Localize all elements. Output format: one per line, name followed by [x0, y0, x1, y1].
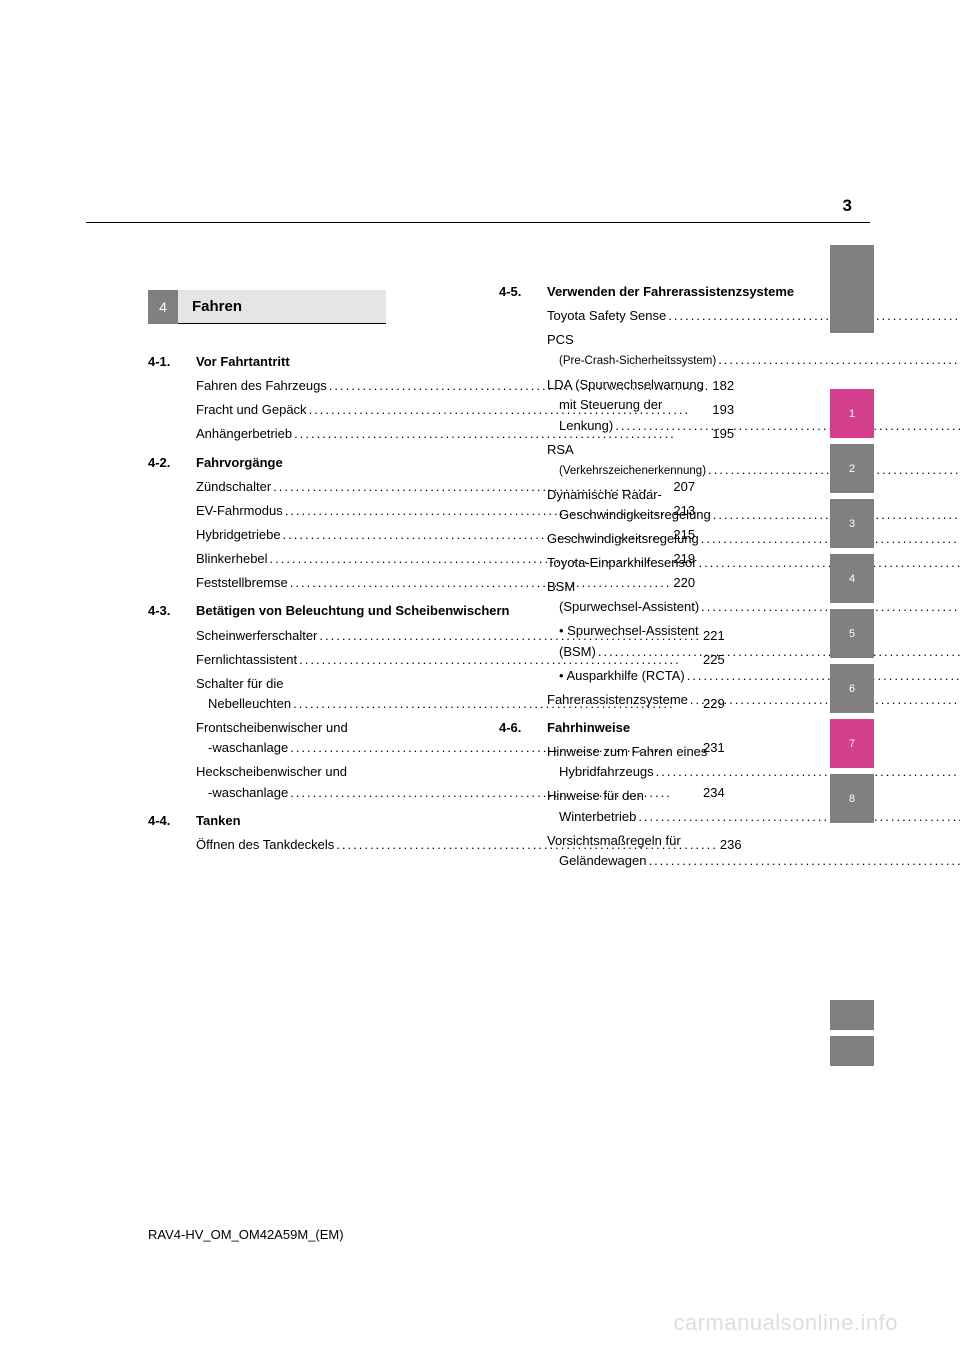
- toc-entry-line: Geschwindigkeitsregelung................…: [547, 505, 960, 525]
- toc-entry-line: (Verkehrszeichenerkennung)..............…: [547, 460, 960, 481]
- toc-entry: Dynamische Radar-Geschwindigkeitsregelun…: [547, 485, 960, 525]
- chapter-tab-header-block: [830, 245, 874, 333]
- chapter-tab: 7: [830, 719, 874, 768]
- toc-entry-line: BSM: [547, 577, 960, 597]
- chapter-tab: 8: [830, 774, 874, 823]
- toc-entry: Hinweise für denWinterbetrieb...........…: [547, 786, 960, 826]
- toc-entry-line: Hinweise für den: [547, 786, 960, 806]
- toc-entry: Geschwindigkeitsregelung................…: [547, 529, 960, 549]
- toc-entry-line: Fahrerassistenzsysteme..................…: [547, 690, 960, 710]
- chapter-tab: 4: [830, 554, 874, 603]
- top-rule: [86, 222, 870, 223]
- chapter-tab-empty: [830, 1036, 874, 1066]
- toc-entry-line: Vorsichtsmaßregeln für: [547, 831, 960, 851]
- toc-section-title: Verwenden der Fahrerassistenzsysteme: [547, 282, 960, 302]
- toc-section-id: 4-3.: [148, 601, 196, 806]
- toc-entry-line: (Spurwechsel-Assistent).................…: [547, 597, 960, 617]
- section-tab-title: Fahren: [178, 290, 386, 324]
- toc-section-body: Verwenden der Fahrerassistenzsysteme Toyo…: [547, 282, 960, 714]
- toc-entry-line: (BSM)...................................…: [547, 642, 960, 662]
- section-tab: 4 Fahren: [148, 290, 386, 324]
- toc-entry-line: (Pre-Crash-Sicherheitssystem)...........…: [547, 350, 960, 371]
- toc-entry-line: • Spurwechsel-Assistent: [547, 621, 960, 641]
- toc-entry-line: Geländewagen............................…: [547, 851, 960, 871]
- chapter-tab: 3: [830, 499, 874, 548]
- toc-right-column: 4-5.Verwenden der Fahrerassistenzsysteme…: [499, 352, 834, 879]
- toc-section: 4-6.FahrhinweiseHinweise zum Fahren eine…: [499, 718, 834, 875]
- chapter-tab-empty: [830, 1000, 874, 1030]
- toc-section-id: 4-6.: [499, 718, 547, 875]
- toc-entry-line: Lenkung)................................…: [547, 416, 960, 436]
- toc-entry-line: RSA: [547, 440, 960, 460]
- toc-section: 4-2.FahrvorgängeZündschalter............…: [148, 453, 483, 598]
- chapter-tab: 2: [830, 444, 874, 493]
- toc-entry: • Spurwechsel-Assistent(BSM)............…: [547, 621, 960, 661]
- chapter-tabs-bottom: [830, 1000, 874, 1072]
- toc-entry: Toyota-Einparkhilfesensor...............…: [547, 553, 960, 573]
- toc-section-id: 4-5.: [499, 282, 547, 714]
- toc-columns: 4-1.Vor FahrtantrittFahren des Fahrzeugs…: [148, 352, 818, 879]
- toc-entry: Vorsichtsmaßregeln fürGeländewagen......…: [547, 831, 960, 871]
- toc-entry: • Ausparkhilfe (RCTA)...................…: [547, 666, 960, 686]
- toc-entry: Fahrerassistenzsysteme..................…: [547, 690, 960, 710]
- toc-section-id: 4-1.: [148, 352, 196, 449]
- toc-section-id: 4-4.: [148, 811, 196, 859]
- toc-entry-line: Toyota Safety Sense.....................…: [547, 306, 960, 326]
- toc-entry: RSA(Verkehrszeichenerkennung)...........…: [547, 440, 960, 481]
- toc-left-column: 4-1.Vor FahrtantrittFahren des Fahrzeugs…: [148, 352, 483, 879]
- toc-entry-line: • Ausparkhilfe (RCTA)...................…: [547, 666, 960, 686]
- section-tab-number: 4: [148, 290, 178, 324]
- chapter-tabs: 1 2 3 4 5 6 7 8: [830, 245, 874, 829]
- chapter-tab: 5: [830, 609, 874, 658]
- toc-section-id: 4-2.: [148, 453, 196, 598]
- watermark: carmanualsonline.info: [673, 1310, 898, 1336]
- toc-entry-line: Toyota-Einparkhilfesensor...............…: [547, 553, 960, 573]
- toc-entry-line: Dynamische Radar-: [547, 485, 960, 505]
- toc-section: 4-5.Verwenden der Fahrerassistenzsysteme…: [499, 282, 834, 714]
- toc-entry-line: Winterbetrieb...........................…: [547, 807, 960, 827]
- toc-entry-line: mit Steuerung der: [547, 395, 960, 415]
- toc-section: 4-4.TankenÖffnen des Tankdeckels........…: [148, 811, 483, 859]
- toc-entry: Hinweise zum Fahren einesHybridfahrzeugs…: [547, 742, 960, 782]
- toc-entry-line: PCS: [547, 330, 960, 350]
- page-number: 3: [843, 196, 852, 216]
- toc-section: 4-3.Betätigen von Beleuchtung und Scheib…: [148, 601, 483, 806]
- footer-document-code: RAV4-HV_OM_OM42A59M_(EM): [148, 1227, 344, 1242]
- toc-entry: LDA (Spurwechselwarnungmit Steuerung der…: [547, 375, 960, 435]
- toc-entry-line: LDA (Spurwechselwarnung: [547, 375, 960, 395]
- toc-entry-line: Hybridfahrzeugs.........................…: [547, 762, 960, 782]
- toc-section-title: Fahrhinweise: [547, 718, 960, 738]
- toc-entry: Toyota Safety Sense.....................…: [547, 306, 960, 326]
- chapter-tab: 6: [830, 664, 874, 713]
- chapter-tab: 1: [830, 389, 874, 438]
- toc-entry: BSM(Spurwechsel-Assistent)..............…: [547, 577, 960, 617]
- toc-entry-line: Hinweise zum Fahren eines: [547, 742, 960, 762]
- toc-entry-line: Geschwindigkeitsregelung................…: [547, 529, 960, 549]
- toc-section-body: Fahrhinweise Hinweise zum Fahren einesHyb…: [547, 718, 960, 875]
- toc-section: 4-1.Vor FahrtantrittFahren des Fahrzeugs…: [148, 352, 483, 449]
- toc-entry: PCS(Pre-Crash-Sicherheitssystem)........…: [547, 330, 960, 371]
